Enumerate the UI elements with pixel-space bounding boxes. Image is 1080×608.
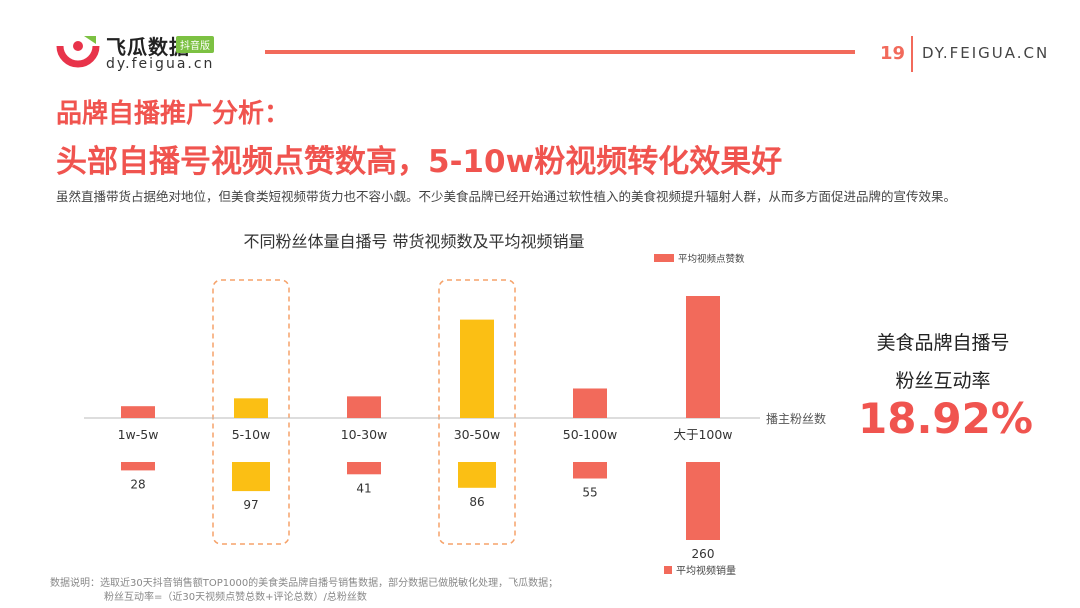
stat-value: 18.92%	[858, 394, 1033, 443]
upper-bar	[686, 296, 720, 418]
page-number: 19	[880, 43, 906, 64]
highlight-box	[438, 279, 516, 545]
formula-note: 粉丝互动率=（近30天视频点赞总数+评论总数）/总粉丝数	[104, 592, 367, 603]
legend-swatch-upper	[654, 254, 674, 262]
legend-label-lower: 平均视频销量	[676, 564, 736, 577]
lower-bar	[121, 462, 155, 471]
stat-label-line2: 粉丝互动率	[895, 370, 991, 392]
data-note: 数据说明：选取近30天抖音销售额TOP1000的美食类品牌自播号销售数据，部分数…	[50, 578, 559, 589]
header-separator	[911, 36, 913, 72]
lower-bar	[347, 462, 381, 475]
value-label: 55	[582, 486, 597, 500]
category-label: 5-10w	[232, 427, 271, 442]
value-label: 260	[692, 547, 715, 561]
category-label: 1w-5w	[118, 427, 159, 442]
category-label: 30-50w	[454, 427, 501, 442]
site-url: DY.FEIGUA.CN	[922, 44, 1050, 62]
brand-tag: 抖音版	[176, 36, 214, 53]
upper-bar	[460, 319, 494, 418]
brand-name: 飞瓜数据	[106, 35, 190, 59]
lower-bar	[232, 462, 270, 492]
section-title: 品牌自播推广分析：	[56, 99, 291, 129]
category-label: 大于100w	[673, 427, 732, 442]
legend-swatch-lower	[664, 566, 672, 574]
lower-bar	[573, 462, 607, 479]
lower-bar	[686, 462, 720, 540]
upper-bar	[234, 398, 268, 418]
value-label: 97	[243, 498, 258, 512]
value-label: 41	[356, 481, 371, 495]
upper-bar	[347, 396, 381, 418]
chart-title: 不同粉丝体量自播号 带货视频数及平均视频销量	[243, 232, 584, 251]
x-axis-label: 播主粉丝数	[766, 411, 826, 426]
highlight-box	[212, 279, 290, 545]
feigua-logo-icon	[56, 36, 100, 68]
value-label: 28	[130, 477, 145, 491]
value-label: 86	[469, 495, 484, 509]
brand-url: dy.feigua.cn	[106, 56, 215, 72]
category-label: 10-30w	[341, 427, 388, 442]
page-headline: 头部自播号视频点赞数高，5-10w粉视频转化效果好	[56, 144, 783, 180]
category-label: 50-100w	[563, 427, 618, 442]
page-description: 虽然直播带货占据绝对地位，但美食类短视频带货力也不容小觑。不少美食品牌已经开始通…	[56, 189, 957, 204]
upper-bar	[573, 388, 607, 418]
upper-bar	[121, 406, 155, 418]
stat-label-line1: 美食品牌自播号	[876, 332, 1010, 354]
lower-bar	[458, 462, 496, 488]
header-divider	[265, 50, 855, 54]
legend-label-upper: 平均视频点赞数	[678, 253, 745, 265]
